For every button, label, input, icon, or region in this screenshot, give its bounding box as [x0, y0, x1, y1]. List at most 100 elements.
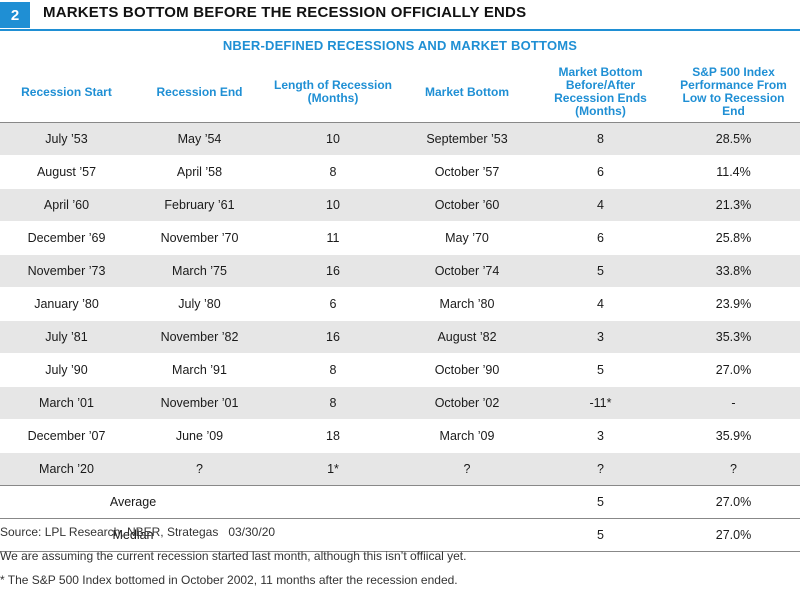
table-cell: October ’57 [400, 155, 534, 189]
table-cell: 35.9% [667, 419, 800, 453]
table-cell: ? [400, 452, 534, 486]
empty-cell [400, 485, 534, 519]
footnotes: Source: LPL Research, NBER, Strategas 03/… [0, 520, 800, 592]
table-row: July ’53 May ’54 10 September ’53 8 28.5% [0, 122, 800, 156]
table-cell: November ’73 [0, 254, 133, 288]
figure-header: 2 MARKETS BOTTOM BEFORE THE RECESSION OF… [0, 0, 800, 31]
empty-cell [266, 518, 400, 552]
table-cell: 4 [534, 287, 667, 321]
table-cell: 33.8% [667, 254, 800, 288]
table-cell: ? [667, 452, 800, 486]
table-body: July ’53 May ’54 10 September ’53 8 28.5% Augu… [0, 122, 800, 552]
table-row: April ’60 February ’61 10 October ’60 4 21.3% [0, 188, 800, 222]
table-cell: March ’91 [133, 353, 266, 387]
recessions-table: Recession Start Recession End Length of … [0, 62, 800, 552]
table-cell: November ’82 [133, 320, 266, 354]
table-cell: March ’80 [400, 287, 534, 321]
table-cell: 3 [534, 419, 667, 453]
empty-cell [266, 485, 400, 519]
table-cell: December ’69 [0, 221, 133, 255]
table-cell: 8 [266, 353, 400, 387]
table-row: November ’73 March ’75 16 October ’74 5 33.8% [0, 254, 800, 288]
table-cell: August ’82 [400, 320, 534, 354]
table-cell: October ’60 [400, 188, 534, 222]
source-text: Source: LPL Research, NBER, Strategas [0, 525, 219, 539]
column-header: S&P 500 Index Performance From Low to Re… [680, 65, 787, 118]
table-cell: ? [534, 452, 667, 486]
table-cell: 16 [266, 320, 400, 354]
table-cell: March ’20 [0, 452, 133, 486]
table-cell: 27.0% [667, 353, 800, 387]
table-cell: 16 [266, 254, 400, 288]
table-cell: 23.9% [667, 287, 800, 321]
column-header: Recession End [156, 84, 243, 99]
column-header: Market Bottom Before/After Recession End… [554, 65, 647, 118]
table-cell: May ’54 [133, 122, 266, 156]
table-row: July ’90 March ’91 8 October ’90 5 27.0% [0, 353, 800, 387]
table-cell: November ’01 [133, 386, 266, 420]
summary-label: Average [0, 485, 266, 519]
source-date: 03/30/20 [228, 525, 276, 539]
column-header: Length of Recession (Months) [273, 78, 392, 105]
table-cell: 1* [266, 452, 400, 486]
table-cell: 6 [534, 221, 667, 255]
table-cell: 5 [534, 254, 667, 288]
summary-row: Average 5 27.0% [0, 485, 800, 519]
figure-number-badge: 2 [0, 2, 30, 28]
header-row: Recession Start Recession End Length of … [0, 62, 800, 123]
table-cell: 35.3% [667, 320, 800, 354]
table-cell: June ’09 [133, 419, 266, 453]
table-cell: 10 [266, 188, 400, 222]
table-cell: November ’70 [133, 221, 266, 255]
table-cell: December ’07 [0, 419, 133, 453]
table-cell: July ’81 [0, 320, 133, 354]
table-cell: March ’75 [133, 254, 266, 288]
table-cell: October ’02 [400, 386, 534, 420]
table-row: March ’20? 1*??? [0, 452, 800, 486]
figure-title: MARKETS BOTTOM BEFORE THE RECESSION OFFI… [43, 4, 527, 21]
table-cell: 28.5% [667, 122, 800, 156]
table-cell: 6 [266, 287, 400, 321]
column-header: Recession Start [21, 84, 112, 99]
table-cell: ? [133, 452, 266, 486]
table-row: December ’07 June ’09 18 March ’09 3 35.9% [0, 419, 800, 453]
table-cell: July ’90 [0, 353, 133, 387]
table-cell: February ’61 [133, 188, 266, 222]
summary-performance: 27.0% [667, 518, 800, 552]
table-cell: 8 [266, 155, 400, 189]
summary-performance: 27.0% [667, 485, 800, 519]
summary-label: Median [0, 518, 266, 552]
header-rule [0, 29, 800, 31]
table-row: July ’81 November ’82 16 August ’82 3 35.3% [0, 320, 800, 354]
assumption-note: We are assuming the current recession st… [0, 549, 467, 563]
table-row: March ’01 November ’01 8 October ’02 -11* - [0, 386, 800, 420]
table-cell: April ’60 [0, 188, 133, 222]
table-cell: 3 [534, 320, 667, 354]
table-cell: 10 [266, 122, 400, 156]
table-cell: 4 [534, 188, 667, 222]
summary-months: 5 [534, 485, 667, 519]
table-row: August ’57 April ’58 8 October ’57 6 11.4% [0, 155, 800, 189]
table-cell: 8 [266, 386, 400, 420]
table-cell: April ’58 [133, 155, 266, 189]
table-cell: 21.3% [667, 188, 800, 222]
table-cell: 11 [266, 221, 400, 255]
table-cell: 11.4% [667, 155, 800, 189]
table-cell: October ’74 [400, 254, 534, 288]
table-cell: 5 [534, 353, 667, 387]
table-cell: July ’53 [0, 122, 133, 156]
column-header: Market Bottom [424, 84, 509, 99]
table-cell: 25.8% [667, 221, 800, 255]
table-cell: August ’57 [0, 155, 133, 189]
table-cell: October ’90 [400, 353, 534, 387]
summary-row: Median 5 27.0% [0, 518, 800, 552]
table-subtitle: NBER-DEFINED RECESSIONS AND MARKET BOTTO… [222, 38, 578, 53]
asterisk-note: * The S&P 500 Index bottomed in October … [0, 573, 458, 587]
table-cell: September ’53 [400, 122, 534, 156]
table-row: December ’69 November ’70 11 May ’70 6 25.8% [0, 221, 800, 255]
empty-cell [400, 518, 534, 552]
table-cell: March ’01 [0, 386, 133, 420]
table-cell: 8 [534, 122, 667, 156]
table-cell: May ’70 [400, 221, 534, 255]
table-cell: March ’09 [400, 419, 534, 453]
